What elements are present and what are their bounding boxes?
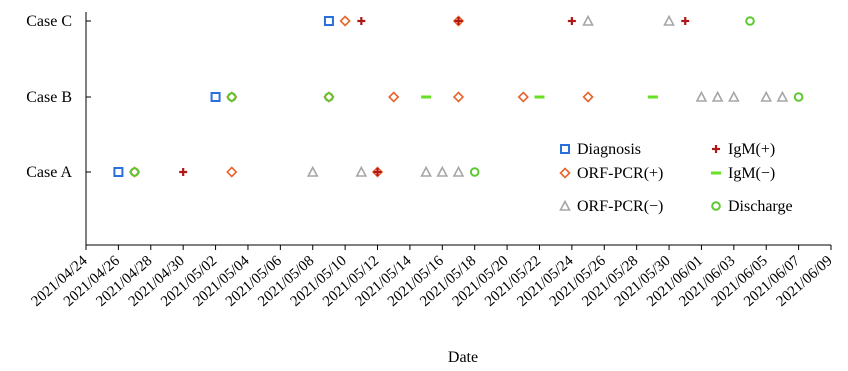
legend-label: ORF-PCR(−) xyxy=(577,198,663,215)
point-orf-pcr xyxy=(226,166,238,178)
point-orf-pcr xyxy=(355,165,368,177)
point-igm xyxy=(179,168,188,176)
point-orf-pcr xyxy=(695,90,708,102)
point-diagnosis xyxy=(113,167,124,177)
legend-label: ORF-PCR(+) xyxy=(577,165,663,182)
x-ticks: 2021/04/242021/04/262021/04/282021/04/30… xyxy=(29,245,836,310)
legend: Diagnosis IgM(+) ORF-PCR(+) IgM(−) ORF-PCR(−… xyxy=(559,141,793,215)
point-discharge xyxy=(793,92,804,102)
legend-marker xyxy=(712,145,720,153)
point-discharge xyxy=(129,167,140,177)
point-orf-pcr xyxy=(452,15,465,27)
point-igm xyxy=(357,17,366,25)
point-orf-pcr xyxy=(663,14,675,26)
legend-label: Diagnosis xyxy=(577,141,641,158)
point-orf-pcr xyxy=(306,165,319,177)
point-discharge xyxy=(324,92,334,102)
case-labels: Case A Case B Case C xyxy=(26,13,91,181)
point-orf-pcr xyxy=(452,165,465,177)
point-igm xyxy=(454,17,463,25)
point-orf-pcr xyxy=(436,165,449,177)
legend-marker xyxy=(559,199,571,211)
point-orf-pcr xyxy=(517,91,529,103)
legend-label: IgM(+) xyxy=(728,141,775,158)
case-label: Case C xyxy=(26,13,72,30)
case-label: Case A xyxy=(26,164,72,181)
point-igm xyxy=(373,168,382,176)
point-discharge xyxy=(226,92,237,102)
legend-marker xyxy=(559,167,571,179)
point-orf-pcr xyxy=(582,14,594,26)
point-igm xyxy=(681,17,690,25)
point-orf-pcr xyxy=(452,91,465,103)
point-orf-pcr xyxy=(727,90,740,102)
point-orf-pcr xyxy=(582,91,594,103)
point-igm xyxy=(567,17,576,25)
point-orf-pcr xyxy=(776,90,789,102)
point-orf-pcr xyxy=(388,91,400,103)
point-diagnosis xyxy=(210,92,221,102)
legend-marker xyxy=(560,144,570,154)
x-axis-label: Date xyxy=(448,349,478,366)
legend-marker xyxy=(711,201,721,211)
point-discharge xyxy=(469,167,480,177)
legend-label: Discharge xyxy=(728,198,793,215)
point-orf-pcr xyxy=(760,90,773,102)
data-points xyxy=(113,14,804,178)
point-diagnosis xyxy=(323,16,334,26)
point-orf-pcr xyxy=(339,15,351,27)
legend-label: IgM(−) xyxy=(728,165,775,182)
point-orf-pcr xyxy=(420,165,432,177)
axes xyxy=(85,12,831,246)
point-orf-pcr xyxy=(371,166,384,178)
point-discharge xyxy=(745,16,755,26)
case-label: Case B xyxy=(26,89,72,106)
point-orf-pcr xyxy=(711,90,724,102)
